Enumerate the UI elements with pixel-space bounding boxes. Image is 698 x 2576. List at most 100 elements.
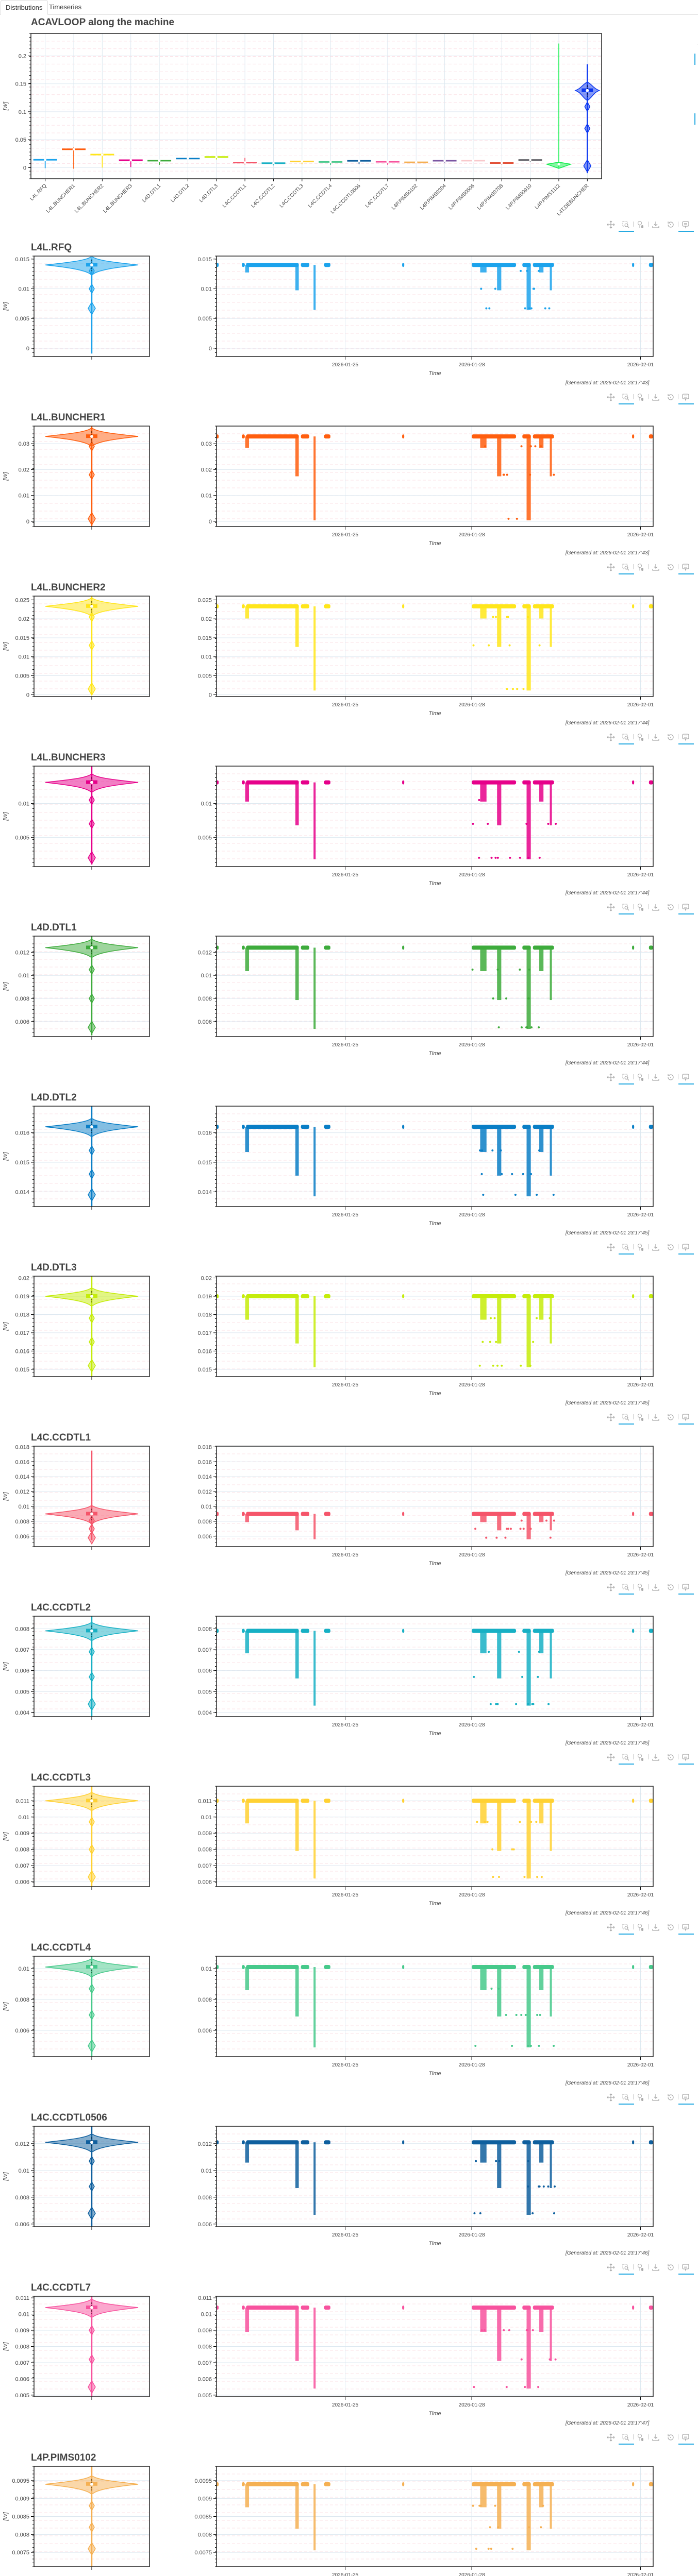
wheel-zoom-tool-button[interactable] <box>635 562 646 573</box>
toolbar-separator <box>633 1584 634 1589</box>
active-tool-indicator <box>678 573 694 574</box>
reset-tool-button[interactable] <box>665 1582 676 1593</box>
reset-tool-button[interactable] <box>696 98 698 110</box>
reset-tool-button[interactable] <box>665 1412 676 1423</box>
box-zoom-tool-button[interactable] <box>619 732 634 744</box>
save-tool-button[interactable] <box>650 2432 661 2443</box>
wheel-zoom-tool-button[interactable] <box>635 1752 646 1763</box>
save-tool-button[interactable] <box>650 2262 661 2273</box>
wheel-zoom-tool-button[interactable] <box>635 2432 646 2443</box>
reset-tool-button[interactable] <box>665 1752 676 1763</box>
hover-tool-button[interactable] <box>678 1412 694 1425</box>
pan-tool-button[interactable] <box>605 562 617 573</box>
hover-tool-button[interactable] <box>678 2262 694 2275</box>
hover-tool-button[interactable] <box>678 732 694 744</box>
save-tool-button[interactable] <box>696 83 698 95</box>
reset-tool-button[interactable] <box>665 392 676 403</box>
reset-tool-button[interactable] <box>665 1072 676 1083</box>
reset-tool-button[interactable] <box>665 2262 676 2273</box>
box-zoom-tool-button[interactable] <box>694 54 698 65</box>
box-zoom-icon <box>622 1244 629 1251</box>
hover-tool-button[interactable] <box>678 1752 694 1765</box>
box-zoom-tool-button[interactable] <box>619 1582 634 1595</box>
box-zoom-tool-button[interactable] <box>619 902 634 914</box>
y-axis-label: [W] <box>3 2512 9 2521</box>
wheel-zoom-tool-button[interactable] <box>635 1242 646 1253</box>
hover-tool-button[interactable] <box>678 2092 694 2105</box>
save-tool-button[interactable] <box>650 1582 661 1593</box>
save-tool-button[interactable] <box>650 732 661 743</box>
pan-tool-button[interactable] <box>605 1582 617 1593</box>
tab-timeseries[interactable]: Timeseries <box>49 3 82 11</box>
hover-tool-button[interactable] <box>678 1582 694 1595</box>
reset-tool-button[interactable] <box>665 902 676 913</box>
box-zoom-tool-button[interactable] <box>619 2092 634 2105</box>
wheel-zoom-tool-button[interactable] <box>635 1922 646 1933</box>
box-zoom-tool-button[interactable] <box>619 2432 634 2445</box>
pan-tool-button[interactable] <box>605 1242 617 1253</box>
hover-tool-button[interactable] <box>678 902 694 914</box>
pan-tool-button[interactable] <box>605 902 617 913</box>
box-zoom-tool-button[interactable] <box>619 1412 634 1425</box>
hover-tool-button[interactable] <box>678 1072 694 1084</box>
save-tool-button[interactable] <box>650 219 661 230</box>
save-tool-button[interactable] <box>650 1242 661 1253</box>
reset-tool-button[interactable] <box>665 219 676 230</box>
y-tick-label: 0.008 <box>197 1519 212 1525</box>
pan-tool-button[interactable] <box>696 39 698 50</box>
save-tool-button[interactable] <box>650 392 661 403</box>
wheel-zoom-tool-button[interactable] <box>635 1072 646 1083</box>
hover-tool-button[interactable] <box>678 2432 694 2445</box>
reset-tool-button[interactable] <box>665 1922 676 1933</box>
save-tool-button[interactable] <box>650 902 661 913</box>
hover-tool-button[interactable] <box>678 562 694 574</box>
save-tool-button[interactable] <box>650 2092 661 2103</box>
pan-tool-button[interactable] <box>605 1922 617 1933</box>
wheel-zoom-tool-button[interactable] <box>635 902 646 913</box>
pan-tool-button[interactable] <box>605 392 617 403</box>
hover-tool-button[interactable] <box>678 392 694 404</box>
wheel-zoom-tool-button[interactable] <box>635 1412 646 1423</box>
hover-tool-button[interactable] <box>694 113 698 125</box>
reset-tool-button[interactable] <box>665 732 676 743</box>
hover-tool-button[interactable] <box>678 219 694 232</box>
reset-tool-button[interactable] <box>665 2432 676 2443</box>
reset-tool-button[interactable] <box>665 1242 676 1253</box>
pan-tool-button[interactable] <box>605 2092 617 2103</box>
hover-tool-button[interactable] <box>678 1242 694 1255</box>
y-tick-label: 0.015 <box>15 1367 29 1373</box>
wheel-zoom-tool-button[interactable] <box>635 732 646 743</box>
wheel-zoom-tool-button[interactable] <box>635 219 646 230</box>
box-zoom-tool-button[interactable] <box>619 2262 634 2275</box>
violin-mode-bulge <box>89 640 95 651</box>
save-tool-button[interactable] <box>650 562 661 573</box>
save-tool-button[interactable] <box>650 1752 661 1763</box>
save-tool-button[interactable] <box>650 1412 661 1423</box>
box-zoom-tool-button[interactable] <box>619 1752 634 1765</box>
box-zoom-tool-button[interactable] <box>619 562 634 574</box>
reset-tool-button[interactable] <box>665 2092 676 2103</box>
wheel-zoom-tool-button[interactable] <box>696 69 698 80</box>
box-zoom-tool-button[interactable] <box>619 1072 634 1084</box>
box-zoom-tool-button[interactable] <box>619 1242 634 1255</box>
plot-toolbar <box>605 2262 698 2275</box>
wheel-zoom-tool-button[interactable] <box>635 2262 646 2273</box>
save-tool-button[interactable] <box>650 1922 661 1933</box>
box-zoom-tool-button[interactable] <box>619 219 634 232</box>
save-tool-button[interactable] <box>650 1072 661 1083</box>
pan-tool-button[interactable] <box>605 1752 617 1763</box>
pan-tool-button[interactable] <box>605 2432 617 2443</box>
hover-tool-button[interactable] <box>678 1922 694 1935</box>
wheel-zoom-tool-button[interactable] <box>635 1582 646 1593</box>
pan-tool-button[interactable] <box>605 2262 617 2273</box>
box-zoom-tool-button[interactable] <box>619 1922 634 1935</box>
tab-distributions[interactable]: Distributions <box>1 0 48 15</box>
reset-tool-button[interactable] <box>665 562 676 573</box>
pan-tool-button[interactable] <box>605 219 617 230</box>
pan-tool-button[interactable] <box>605 732 617 743</box>
pan-tool-button[interactable] <box>605 1072 617 1083</box>
wheel-zoom-tool-button[interactable] <box>635 2092 646 2103</box>
wheel-zoom-tool-button[interactable] <box>635 392 646 403</box>
pan-tool-button[interactable] <box>605 1412 617 1423</box>
box-zoom-tool-button[interactable] <box>619 392 634 404</box>
